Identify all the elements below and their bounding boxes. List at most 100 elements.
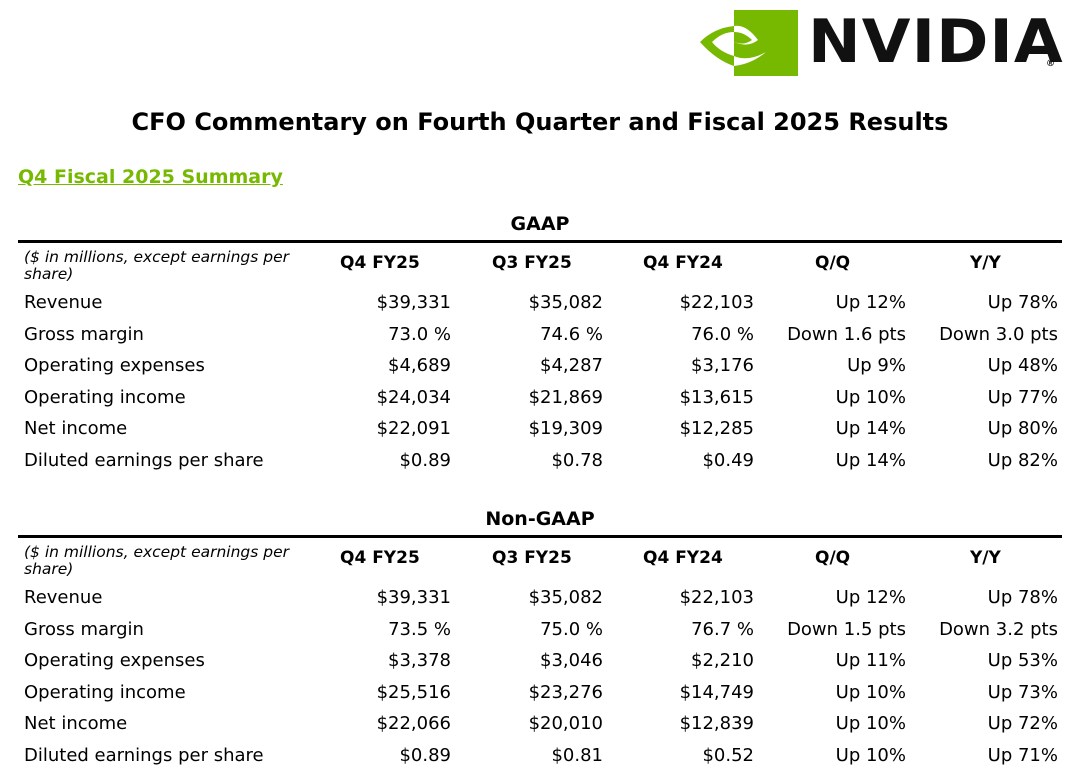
value-yy: Up 77%: [987, 386, 1058, 408]
value-q3fy25: $0.81: [551, 744, 603, 766]
value-q4fy25: $22,091: [376, 418, 451, 440]
table-row: Operating income $25,516 $23,276 $14,749 Up …: [18, 677, 1062, 709]
value-yy: Up 48%: [987, 355, 1058, 377]
metric-label: Gross margin: [24, 618, 144, 640]
value-q3fy25: $21,869: [528, 386, 603, 408]
value-qq: Down 1.6 pts: [787, 323, 906, 345]
value-q4fy24: 76.7 %: [691, 618, 754, 640]
value-yy: Up 71%: [987, 744, 1058, 766]
table-row: Revenue $39,331 $35,082 $22,103 Up 12% Up 78%: [18, 582, 1062, 614]
value-qq: Up 14%: [835, 449, 906, 471]
value-q3fy25: $3,046: [540, 650, 603, 672]
summary-link[interactable]: Q4 Fiscal 2025 Summary: [18, 166, 283, 188]
value-q4fy25: 73.5 %: [388, 618, 451, 640]
value-qq: Up 11%: [835, 650, 906, 672]
value-q3fy25: $35,082: [528, 292, 603, 313]
units-note: ($ in millions, except earnings per shar…: [24, 543, 290, 578]
value-yy: Up 82%: [987, 449, 1058, 471]
gaap-rows: Revenue $39,331 $35,082 $22,103 Up 12% Up 78%…: [18, 287, 1062, 477]
nvidia-wordmark: NVIDIA: [808, 7, 1064, 77]
gaap-table: ($ in millions, except earnings per shar…: [18, 243, 1062, 477]
col-header-qq: Q/Q: [815, 548, 851, 568]
value-q4fy25: $4,689: [388, 355, 451, 377]
non-gaap-section-title: Non-GAAP: [485, 508, 595, 530]
value-q4fy24: $22,103: [679, 292, 754, 313]
table-row: Diluted earnings per share $0.89 $0.81 $0.5…: [18, 740, 1062, 772]
table-row: Net income $22,091 $19,309 $12,285 Up 14% Up …: [18, 413, 1062, 445]
col-header-q4fy25: Q4 FY25: [340, 548, 420, 568]
metric-label: Operating expenses: [24, 650, 205, 672]
col-header-yy: Y/Y: [970, 253, 1001, 273]
table-row: Revenue $39,331 $35,082 $22,103 Up 12% Up 78%: [18, 287, 1062, 319]
metric-label: Gross margin: [24, 323, 144, 345]
table-row: Operating expenses $3,378 $3,046 $2,210 Up 1…: [18, 645, 1062, 677]
value-q3fy25: $35,082: [528, 587, 603, 608]
value-q4fy24: $3,176: [691, 355, 754, 377]
col-header-q3fy25: Q3 FY25: [492, 548, 572, 568]
metric-label: Revenue: [24, 292, 103, 313]
table-row: Net income $22,066 $20,010 $12,839 Up 10% Up …: [18, 708, 1062, 740]
value-qq: Up 10%: [835, 681, 906, 703]
col-header-q4fy24: Q4 FY24: [643, 253, 723, 273]
value-q3fy25: $19,309: [528, 418, 603, 440]
value-yy: Up 73%: [987, 681, 1058, 703]
gaap-header-row: ($ in millions, except earnings per shar…: [18, 243, 1062, 287]
metric-label: Operating expenses: [24, 355, 205, 377]
value-qq: Down 1.5 pts: [787, 618, 906, 640]
table-row: Operating expenses $4,689 $4,287 $3,176 Up 9…: [18, 350, 1062, 382]
non-gaap-top-rule: [18, 535, 1062, 538]
metric-label: Diluted earnings per share: [24, 449, 264, 471]
table-row: Gross margin 73.5 % 75.0 % 76.7 % Down 1.5 p…: [18, 614, 1062, 646]
value-qq: Up 10%: [835, 713, 906, 735]
non-gaap-header-row: ($ in millions, except earnings per shar…: [18, 538, 1062, 582]
value-q4fy24: $0.49: [702, 449, 754, 471]
value-q4fy25: $0.89: [399, 449, 451, 471]
gaap-section-title: GAAP: [510, 213, 570, 235]
value-yy: Up 78%: [987, 292, 1058, 313]
value-yy: Down 3.0 pts: [939, 323, 1058, 345]
value-q3fy25: $4,287: [540, 355, 603, 377]
page-title: CFO Commentary on Fourth Quarter and Fis…: [131, 108, 949, 136]
value-q3fy25: 74.6 %: [540, 323, 603, 345]
value-q3fy25: $23,276: [528, 681, 603, 703]
nvidia-eye-icon: [696, 8, 798, 76]
table-row: Diluted earnings per share $0.89 $0.78 $0.4…: [18, 445, 1062, 477]
value-q4fy24: $14,749: [679, 681, 754, 703]
value-yy: Down 3.2 pts: [939, 618, 1058, 640]
non-gaap-rows: Revenue $39,331 $35,082 $22,103 Up 12% Up 78%…: [18, 582, 1062, 772]
value-q3fy25: $20,010: [528, 713, 603, 735]
metric-label: Revenue: [24, 587, 103, 608]
units-note: ($ in millions, except earnings per shar…: [24, 248, 290, 283]
value-q3fy25: 75.0 %: [540, 618, 603, 640]
value-yy: Up 78%: [987, 587, 1058, 608]
gaap-top-rule: [18, 240, 1062, 243]
value-q4fy24: $0.52: [702, 744, 754, 766]
col-header-q4fy25: Q4 FY25: [340, 253, 420, 273]
metric-label: Net income: [24, 713, 128, 735]
col-header-q3fy25: Q3 FY25: [492, 253, 572, 273]
value-q4fy25: $39,331: [376, 292, 451, 313]
value-yy: Up 72%: [987, 713, 1058, 735]
value-q4fy25: $25,516: [376, 681, 451, 703]
table-row: Operating income $24,034 $21,869 $13,615 Up …: [18, 382, 1062, 414]
value-q4fy25: $24,034: [376, 386, 451, 408]
value-q4fy25: 73.0 %: [388, 323, 451, 345]
value-q4fy24: 76.0 %: [691, 323, 754, 345]
value-qq: Up 14%: [835, 418, 906, 440]
table-row: Gross margin 73.0 % 74.6 % 76.0 % Down 1.6 p…: [18, 319, 1062, 351]
value-q4fy25: $22,066: [376, 713, 451, 735]
value-qq: Up 10%: [835, 386, 906, 408]
nvidia-logo: NVIDIA ®: [696, 7, 1063, 77]
value-yy: Up 53%: [987, 650, 1058, 672]
col-header-yy: Y/Y: [970, 548, 1001, 568]
value-q4fy24: $12,839: [679, 713, 754, 735]
registered-mark: ®: [1046, 59, 1055, 69]
value-qq: Up 12%: [835, 587, 906, 608]
value-q4fy25: $0.89: [399, 744, 451, 766]
value-q4fy24: $22,103: [679, 587, 754, 608]
value-qq: Up 10%: [835, 744, 906, 766]
metric-label: Diluted earnings per share: [24, 744, 264, 766]
value-q4fy24: $13,615: [679, 386, 754, 408]
value-qq: Up 12%: [835, 292, 906, 313]
value-q4fy24: $12,285: [679, 418, 754, 440]
